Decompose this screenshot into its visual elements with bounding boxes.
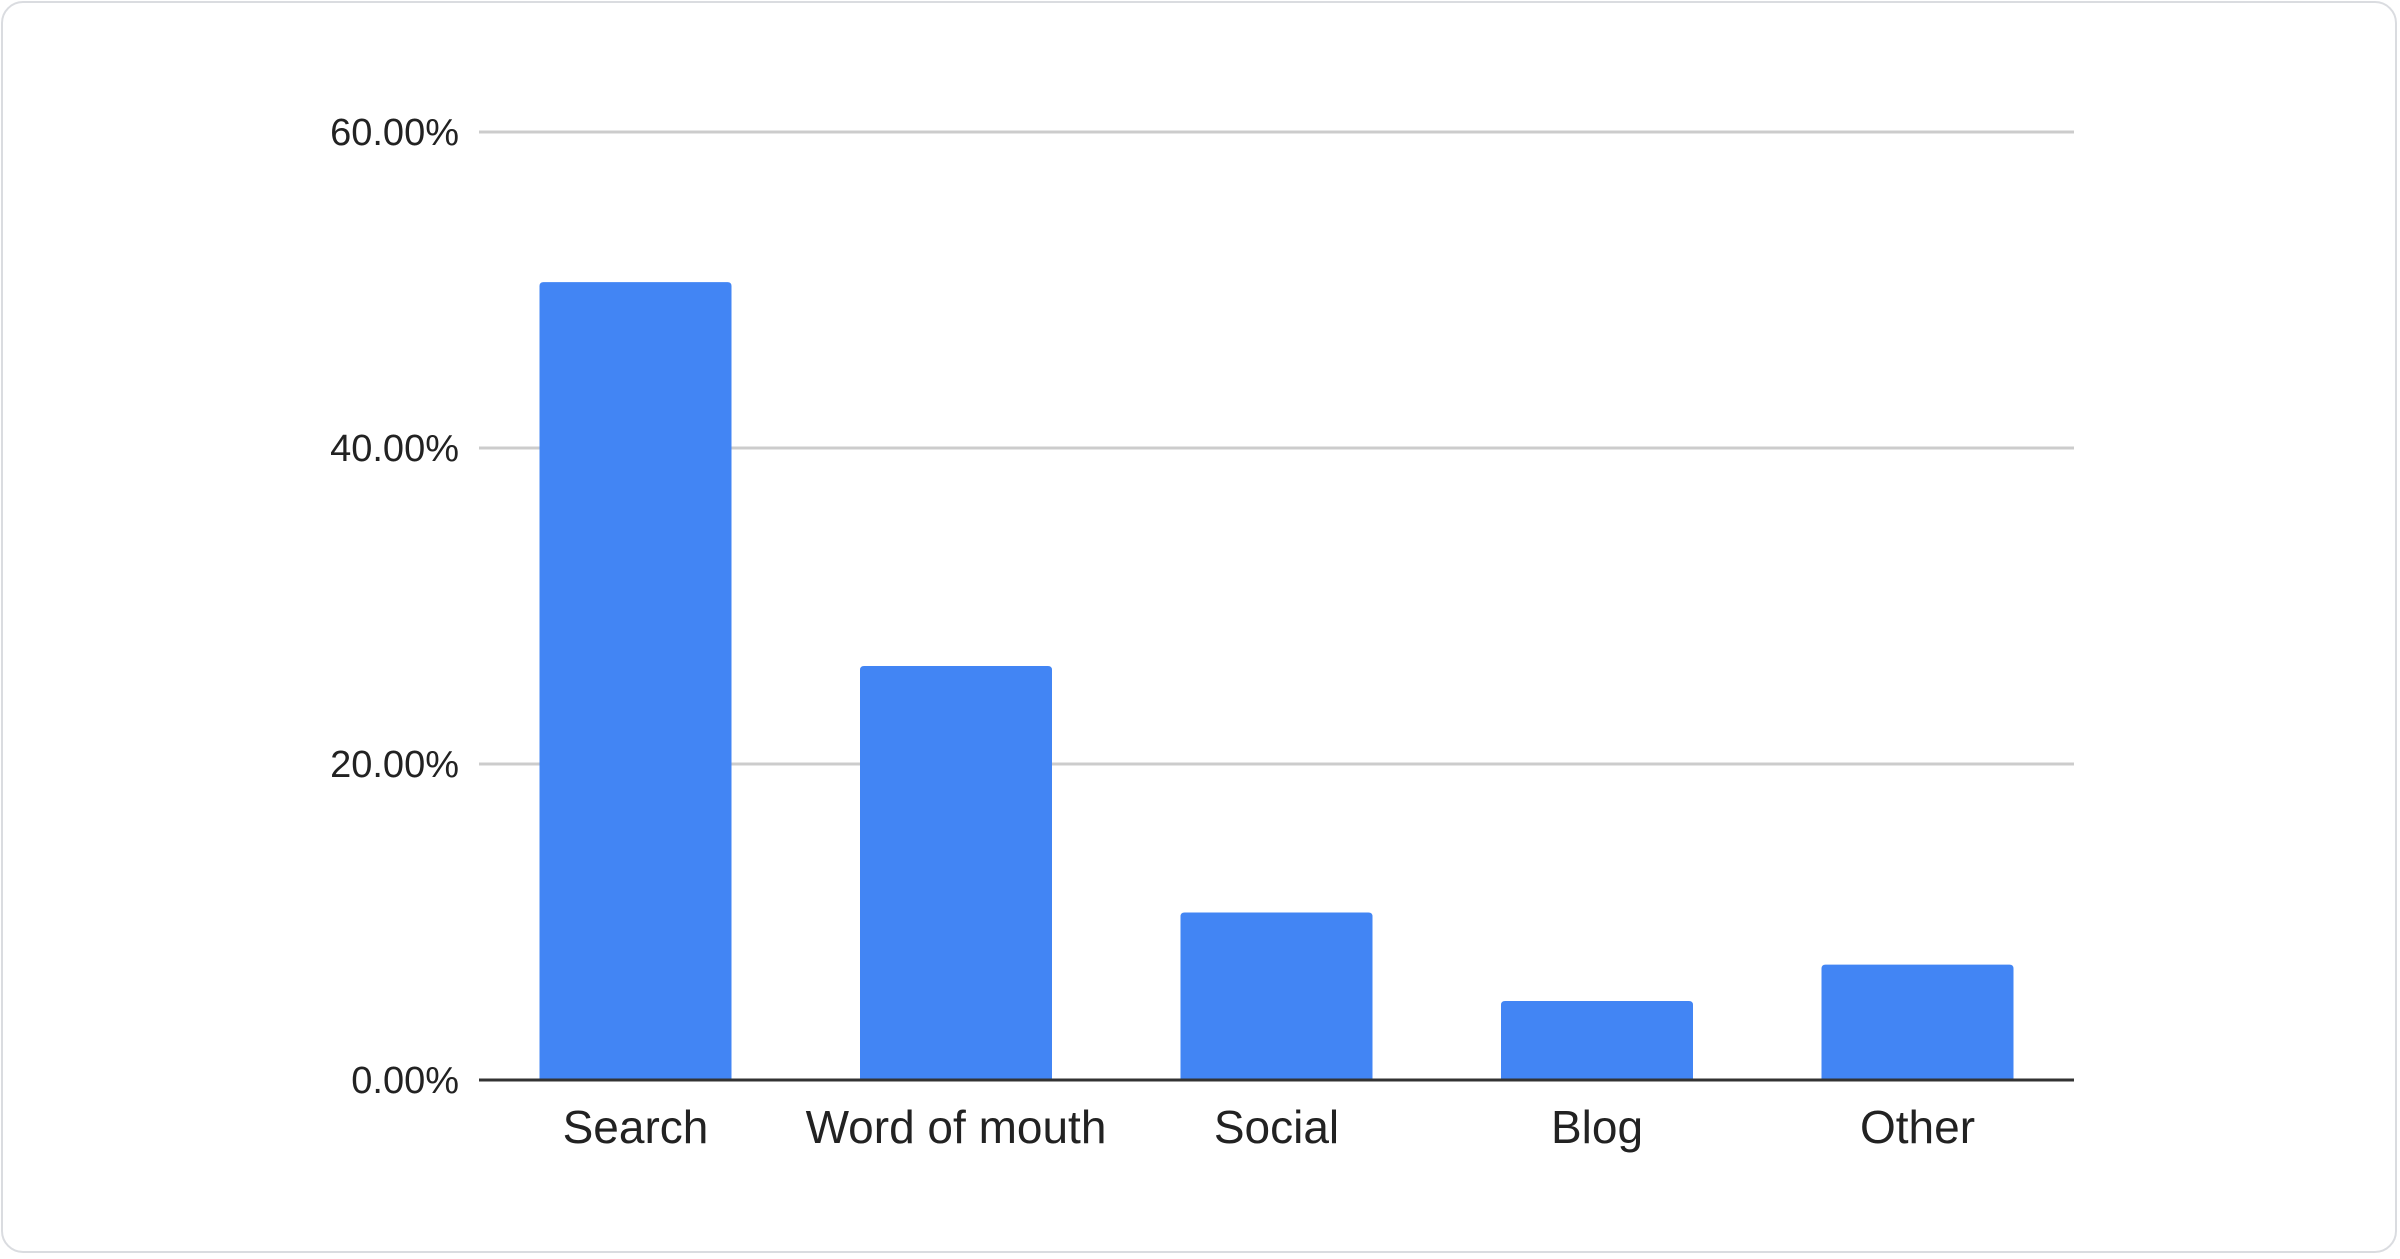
- y-tick-label: 40.00%: [330, 428, 459, 470]
- x-tick-label: Other: [1860, 1101, 1975, 1153]
- x-tick-label: Blog: [1551, 1101, 1643, 1153]
- x-tick-label: Social: [1214, 1101, 1339, 1153]
- y-tick-label: 60.00%: [330, 112, 459, 154]
- bar-chart: 0.00% 20.00% 40.00% 60.00% Search Word of mo…: [330, 112, 2074, 1153]
- y-tick-label: 20.00%: [330, 744, 459, 786]
- y-tick-label: 0.00%: [351, 1060, 459, 1102]
- bar-word-of-mouth[interactable]: [860, 666, 1052, 1080]
- x-tick-label: Search: [563, 1101, 709, 1153]
- x-tick-label: Word of mouth: [806, 1101, 1107, 1153]
- bar-other[interactable]: [1821, 964, 2014, 1080]
- bar-blog[interactable]: [1501, 1001, 1693, 1080]
- bar-search[interactable]: [539, 282, 732, 1081]
- bar-social[interactable]: [1180, 912, 1373, 1080]
